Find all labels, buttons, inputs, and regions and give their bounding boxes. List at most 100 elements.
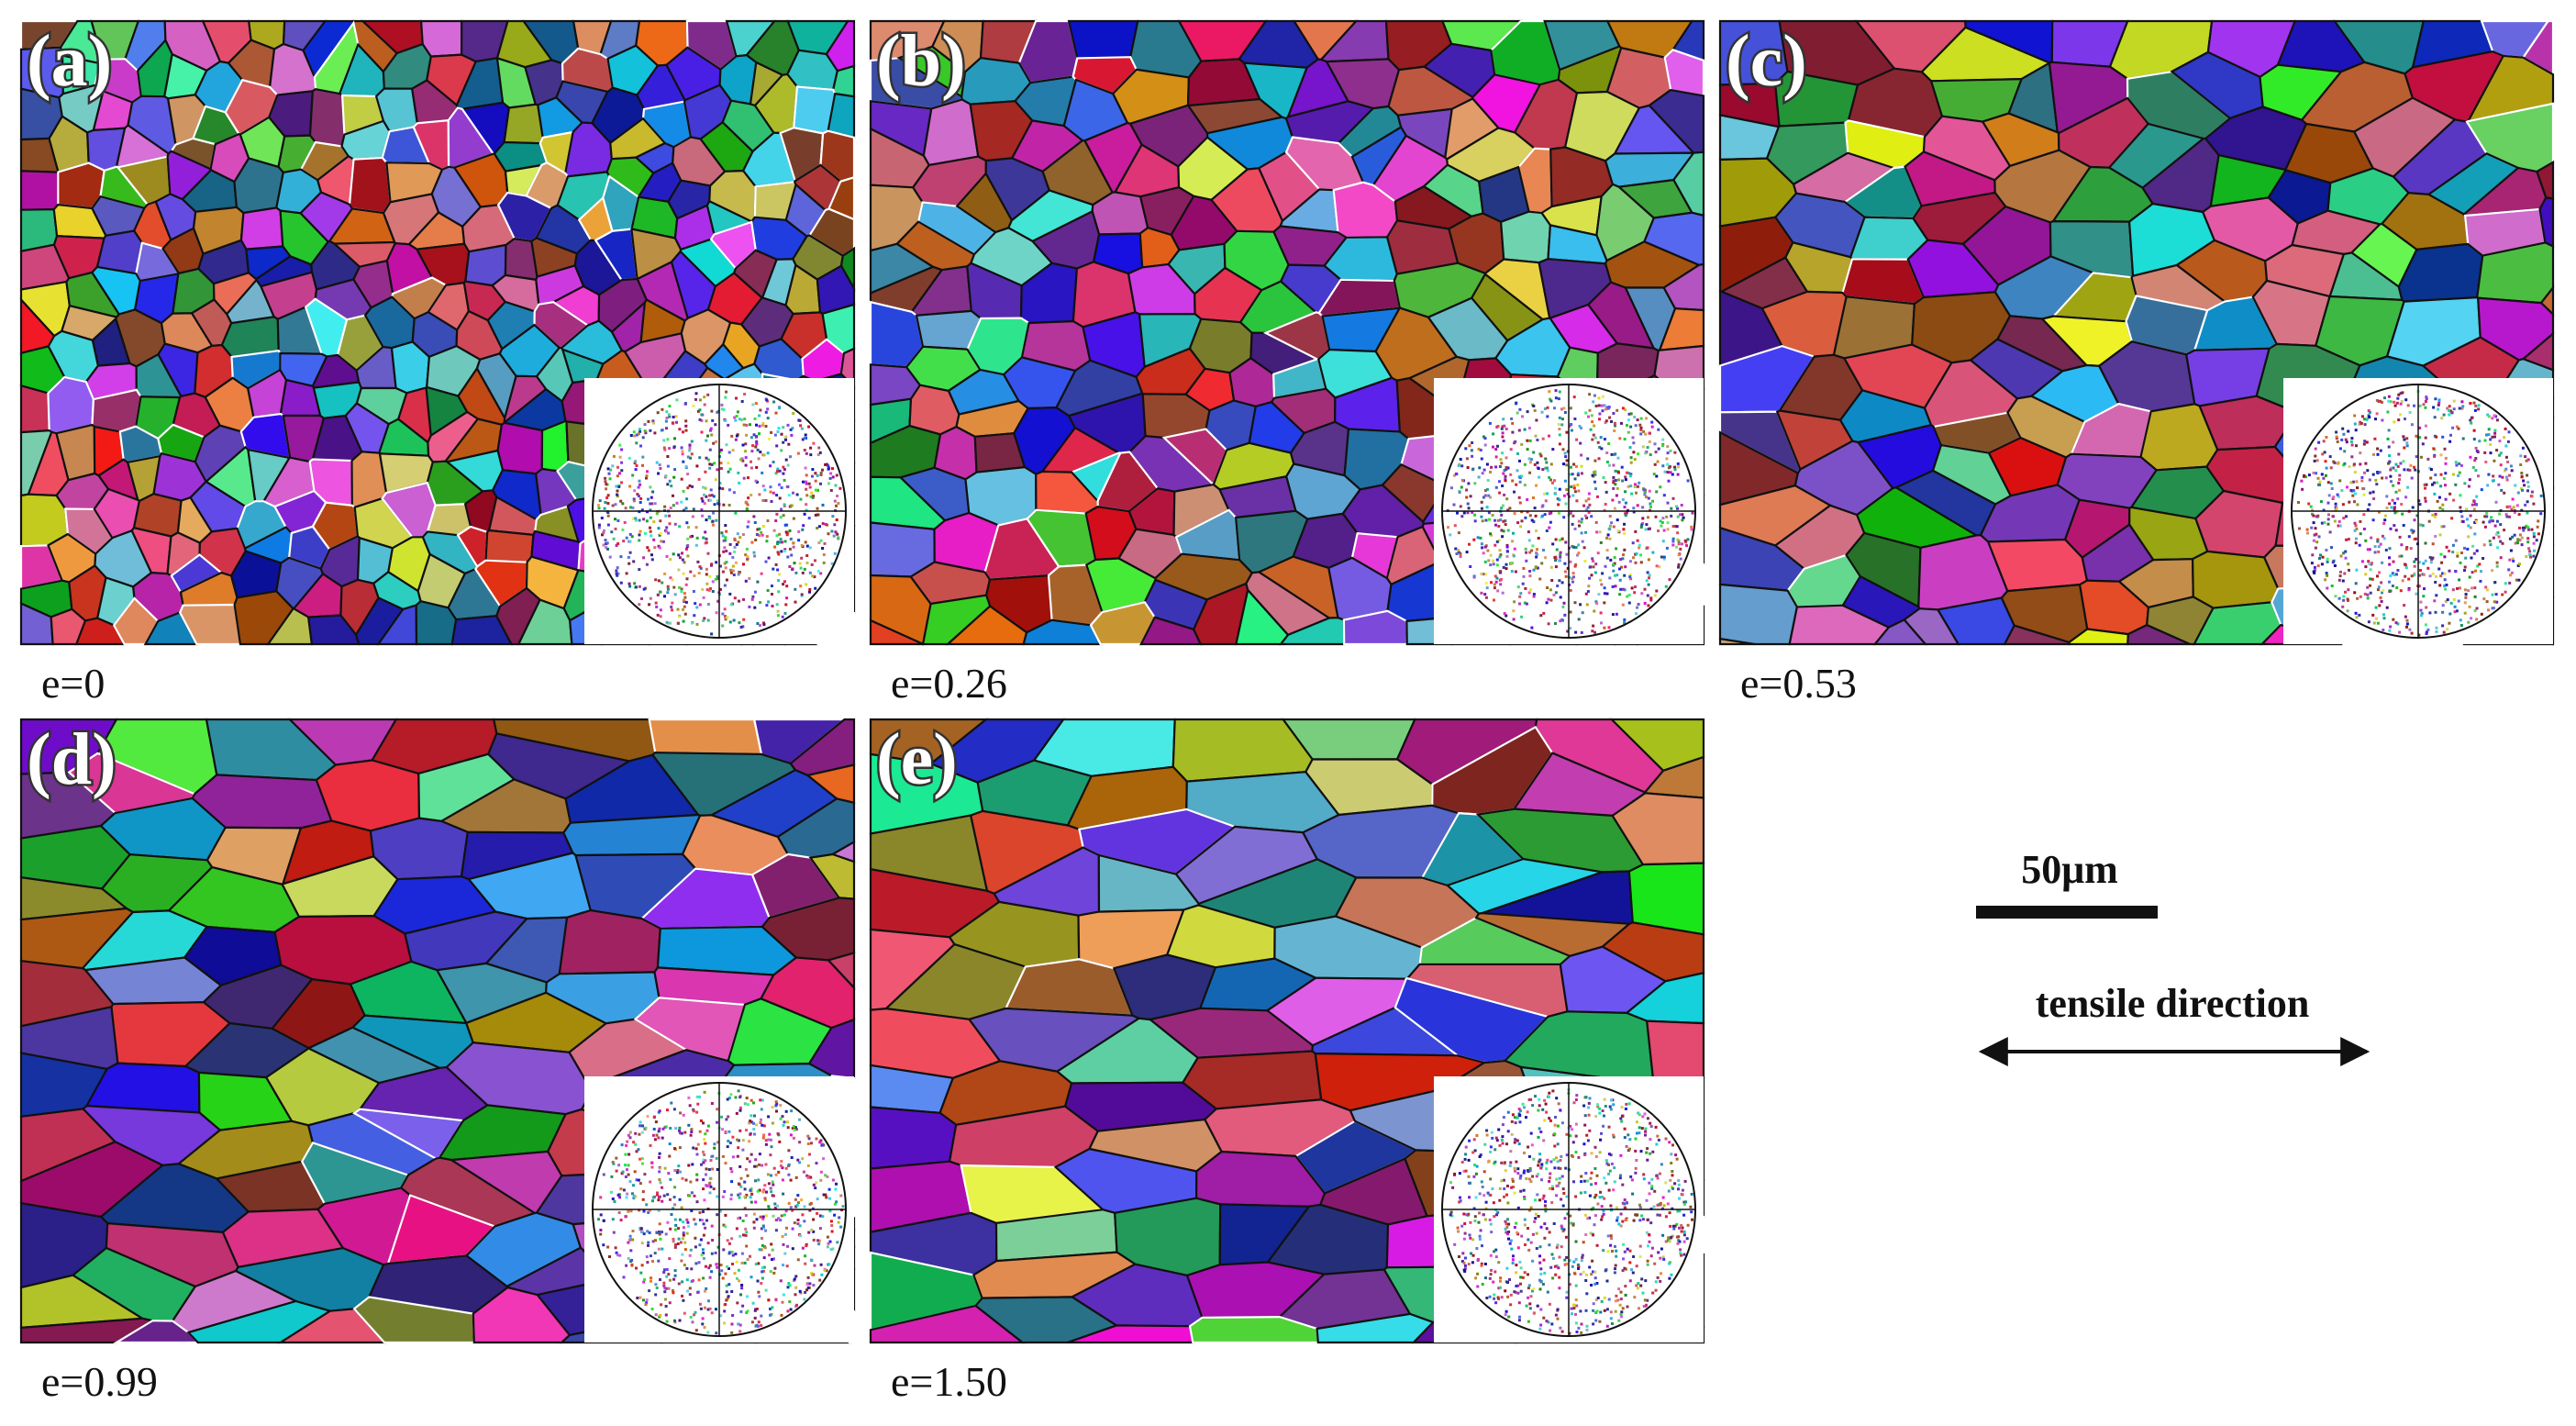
pole-point [2382,613,2385,617]
pole-point [731,1135,735,1139]
pole-point [1655,589,1659,593]
pole-point [705,1184,709,1187]
pole-point [1462,1169,1466,1173]
pole-point [794,1175,798,1179]
pole-point [647,497,650,501]
pole-point [2431,513,2435,517]
pole-point [1541,437,1545,440]
pole-point [2448,440,2452,443]
pole-point [2400,554,2404,558]
pole-point [2448,550,2451,552]
pole-point [663,505,667,508]
pole-point [2359,421,2363,425]
pole-point [1676,515,1680,518]
pole-point [645,519,649,523]
pole-point [632,497,636,501]
pole-point [2397,481,2401,485]
pole-point [816,569,820,573]
pole-point [1664,585,1668,588]
pole-point [702,1276,705,1280]
pole-point [803,449,806,451]
pole-point [1620,421,1623,425]
pole-point [1553,556,1557,560]
pole-point [657,1130,661,1133]
pole-point [699,1238,703,1242]
pole-point [1467,482,1471,485]
pole-point [1616,408,1619,412]
pole-point [777,552,781,556]
pole-point [1545,529,1549,532]
pole-point [775,1219,779,1222]
pole-point [661,429,664,432]
pole-point [1587,497,1591,501]
pole-point [2342,551,2346,555]
pole-point [1496,444,1499,448]
pole-point [1558,433,1561,437]
pole-point [726,1239,729,1242]
pole-point [695,1110,699,1114]
pole-point [657,472,661,475]
pole-point [685,1218,689,1221]
pole-point [1623,548,1627,551]
pole-point [1580,531,1583,535]
pole-point [824,1193,827,1197]
pole-point [2361,487,2365,490]
pole-point [1548,526,1551,529]
pole-point [657,527,661,530]
pole-point [706,458,710,462]
pole-point [694,1245,697,1249]
pole-point [839,1225,843,1229]
pole-point [668,415,672,418]
pole-point [780,1313,783,1317]
pole-point [2346,597,2349,601]
pole-point [638,585,641,588]
pole-point [2404,398,2408,402]
pole-point [678,1126,682,1130]
pole-point [1576,473,1580,477]
pole-point [2402,460,2405,463]
pole-point [776,430,780,433]
pole-point [2474,569,2477,573]
pole-point [662,1281,666,1285]
pole-point [2471,544,2475,548]
pole-point [1655,564,1659,568]
pole-point [744,579,748,583]
pole-point [2518,539,2522,542]
pole-point [2379,596,2382,600]
pole-point [1527,1273,1529,1276]
pole-point [2474,404,2478,407]
pole-point [834,530,838,534]
pole-point [1640,592,1644,596]
pole-point [1615,547,1618,551]
pole-point [646,1261,650,1264]
pole-point [753,1114,756,1118]
pole-point [2503,436,2506,440]
pole-point [2399,402,2403,406]
pole-point [778,407,781,410]
pole-point [2463,588,2467,592]
pole-point [625,536,628,540]
pole-point [2363,423,2367,427]
pole-point [1647,583,1650,586]
pole-point [2448,408,2450,412]
pole-point [2464,556,2468,560]
pole-point [744,500,748,504]
pole-point [1551,481,1554,485]
pole-point [2331,497,2335,500]
pole-point [1596,495,1599,498]
pole-point [2362,528,2366,530]
pole-point [2354,611,2358,615]
pole-point [702,1187,705,1191]
pole-point [2470,617,2473,620]
pole-point [1623,438,1627,440]
pole-point [1554,1273,1558,1276]
pole-point [2342,432,2346,436]
pole-point [1680,504,1683,507]
pole-point [681,551,683,555]
pole-point [2352,489,2356,492]
pole-point [2398,488,2401,492]
pole-point [734,418,738,422]
pole-point [638,1157,641,1161]
pole-point [1588,1194,1592,1198]
pole-point [2400,543,2404,547]
